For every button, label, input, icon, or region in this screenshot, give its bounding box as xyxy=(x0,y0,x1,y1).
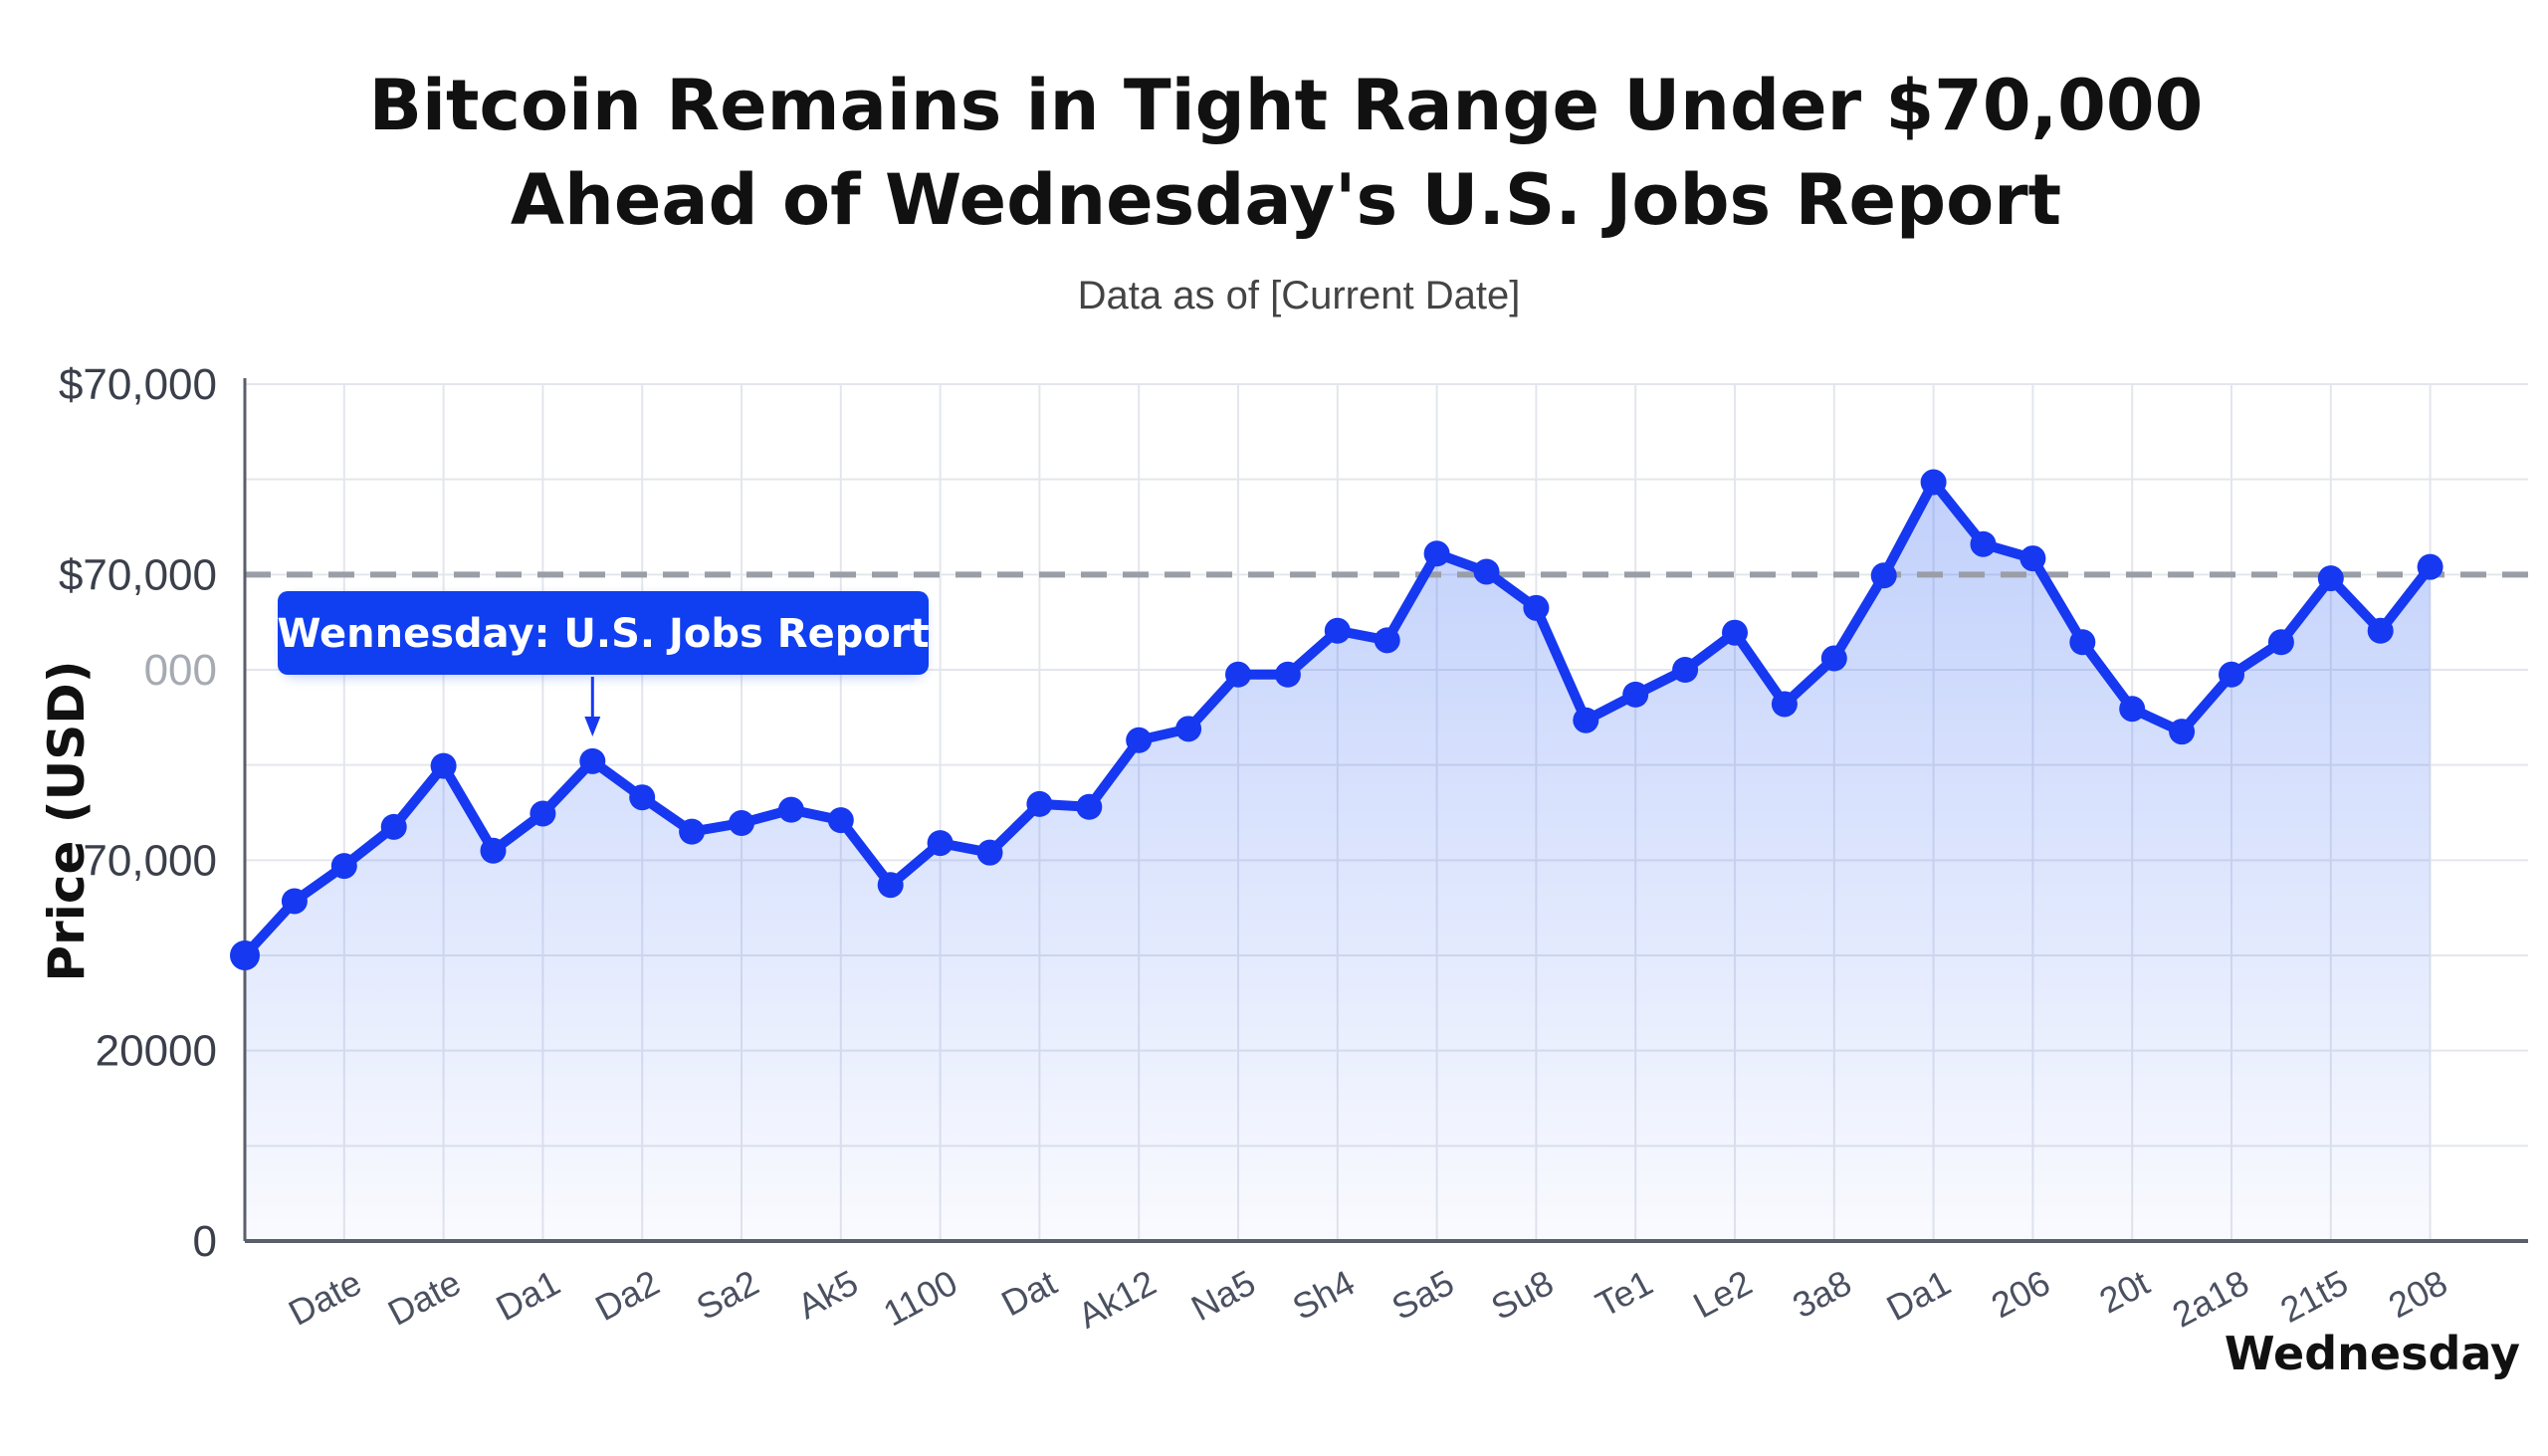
data-point xyxy=(579,747,606,774)
x-tick-labels: Date Date Da1 Da2 Sa2 Ak5 1100 Dat Ak12 Na5 Sh4 Sa5… xyxy=(282,1262,2453,1337)
y-axis-label: Price (USD) xyxy=(38,660,96,981)
data-point xyxy=(1672,657,1699,683)
data-point xyxy=(380,813,407,840)
data-point xyxy=(729,810,754,837)
data-point xyxy=(976,839,1003,866)
data-point xyxy=(1573,707,1599,733)
y-tick-label: 000 xyxy=(144,646,217,695)
data-point xyxy=(330,853,357,880)
x-tick-label: Ak12 xyxy=(1071,1262,1163,1337)
data-point xyxy=(281,888,308,915)
data-point xyxy=(1622,681,1649,708)
data-point xyxy=(230,940,260,970)
data-point xyxy=(777,796,804,823)
data-point xyxy=(1225,661,1251,688)
data-point xyxy=(2069,629,2096,656)
x-tick-label: Le2 xyxy=(1686,1262,1758,1326)
x-tick-label: 206 xyxy=(1985,1262,2056,1326)
x-tick-label: Te1 xyxy=(1589,1262,1659,1325)
annotation-arrowhead xyxy=(584,717,601,736)
data-point xyxy=(430,752,457,779)
annotation-box xyxy=(278,591,929,675)
x-tick-label: Da1 xyxy=(1880,1262,1958,1329)
annotation-text: Wennesday: U.S. Jobs Report xyxy=(277,611,929,657)
data-point xyxy=(530,800,556,827)
x-tick-label: Date xyxy=(282,1262,367,1334)
data-point xyxy=(1920,469,1947,496)
data-point xyxy=(480,837,507,864)
data-point xyxy=(1722,619,1748,646)
data-point xyxy=(2119,696,2146,723)
x-tick-label: Sa5 xyxy=(1385,1262,1461,1328)
annotation: Wennesday: U.S. Jobs Report xyxy=(277,591,930,736)
data-point xyxy=(1473,558,1500,585)
x-tick-label: Sh4 xyxy=(1286,1262,1362,1328)
data-point xyxy=(2367,617,2394,644)
data-point xyxy=(1126,727,1153,753)
data-point xyxy=(629,784,656,811)
y-tick-label: 20000 xyxy=(96,1027,217,1076)
y-tick-labels: $70,000 $70,000 000 70,000 20000 0 xyxy=(59,360,217,1266)
data-point xyxy=(2417,553,2443,580)
y-tick-label: 0 xyxy=(193,1217,217,1266)
data-point xyxy=(1175,716,1202,742)
x-tick-label: Su8 xyxy=(1484,1262,1560,1328)
x-tick-label: Sa2 xyxy=(690,1262,765,1328)
x-tick-label: Date xyxy=(381,1262,467,1334)
data-point xyxy=(679,818,706,845)
x-tick-label: 1100 xyxy=(877,1262,964,1335)
data-point xyxy=(1076,793,1103,820)
axes xyxy=(243,378,2528,1243)
x-axis-label: Wednesday xyxy=(2225,1327,2520,1380)
x-tick-label: Da1 xyxy=(490,1262,567,1329)
data-point xyxy=(1970,530,1997,557)
data-point xyxy=(1423,540,1450,567)
x-tick-label: Dat xyxy=(994,1262,1063,1325)
data-point xyxy=(2019,545,2046,572)
chart-subtitle: Data as of [Current Date] xyxy=(1078,274,1521,317)
data-point xyxy=(1324,617,1351,644)
x-tick-label: Da2 xyxy=(588,1262,666,1329)
y-tick-label: $70,000 xyxy=(59,360,217,409)
data-point xyxy=(1820,645,1847,672)
x-tick-label: 20t xyxy=(2093,1262,2156,1322)
data-point xyxy=(1771,691,1798,718)
x-tick-label: Na5 xyxy=(1184,1262,1262,1329)
x-tick-label: 208 xyxy=(2382,1262,2453,1326)
chart-title-line-2: Ahead of Wednesday's U.S. Jobs Report xyxy=(511,159,2061,241)
data-point xyxy=(827,807,854,834)
price-area xyxy=(245,482,2431,1242)
data-point xyxy=(2219,661,2244,688)
data-point xyxy=(2169,719,2196,745)
data-point xyxy=(1274,661,1301,688)
data-point xyxy=(2267,629,2294,656)
y-tick-label: 70,000 xyxy=(83,836,217,885)
data-points xyxy=(230,469,2443,970)
x-tick-label: Ak5 xyxy=(791,1262,865,1327)
y-tick-label: $70,000 xyxy=(59,550,217,599)
data-point xyxy=(1374,627,1400,654)
chart-title-line-1: Bitcoin Remains in Tight Range Under $70… xyxy=(369,65,2204,146)
data-point xyxy=(1026,790,1053,817)
data-point xyxy=(877,872,904,899)
data-point xyxy=(927,830,954,857)
x-tick-label: 3a8 xyxy=(1786,1262,1857,1326)
data-point xyxy=(1870,562,1897,589)
data-point xyxy=(1523,594,1550,621)
data-point xyxy=(2317,565,2344,592)
x-tick-label: 21t5 xyxy=(2273,1262,2354,1331)
x-tick-label: 2a18 xyxy=(2166,1262,2255,1336)
